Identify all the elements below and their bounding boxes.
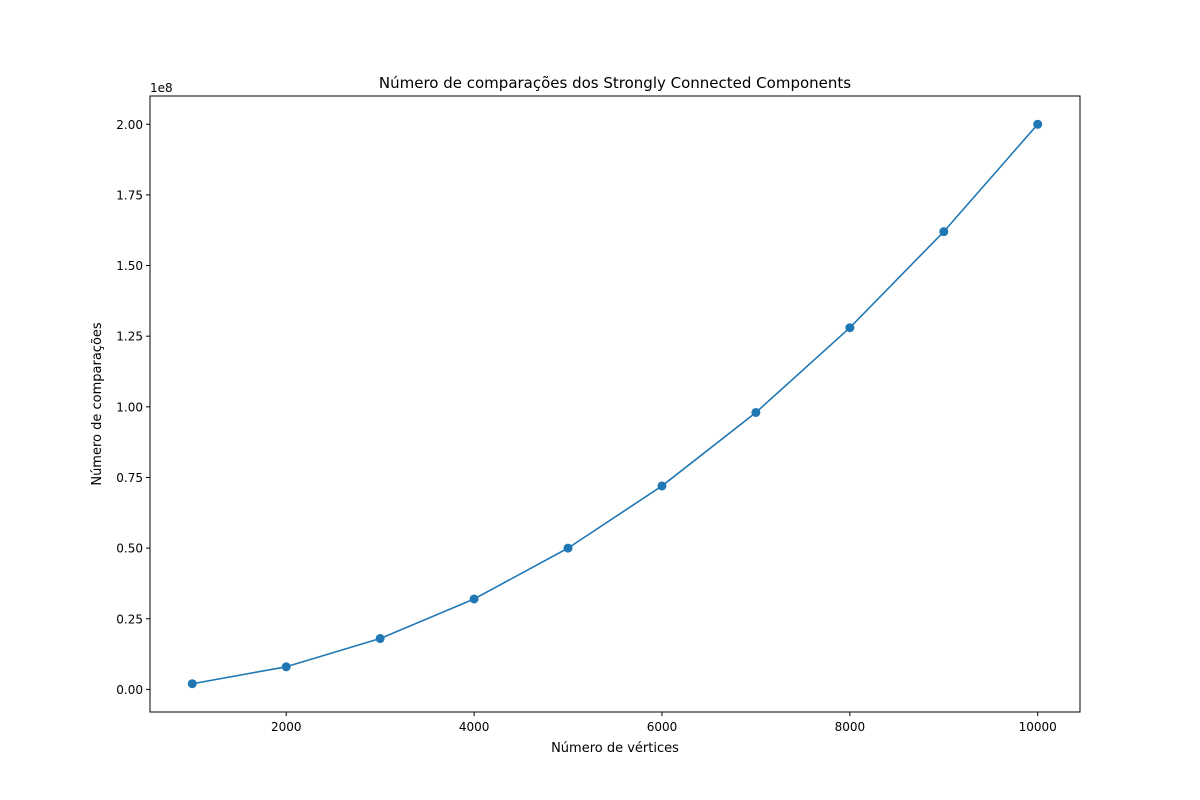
y-tick-label: 1.50: [116, 259, 143, 273]
y-tick-label: 0.75: [116, 471, 143, 485]
chart-title: Número de comparações dos Strongly Conne…: [379, 74, 851, 92]
y-tick-label: 0.00: [116, 683, 143, 697]
y-tick-label: 0.50: [116, 542, 143, 556]
axes: 2000 4000 6000 8000 10000 0.00 0.25 0.50 0.75 1.0…: [116, 95, 1081, 734]
data-point: [845, 323, 855, 333]
data-point: [751, 407, 761, 417]
y-tick-label: 0.25: [116, 612, 143, 626]
y-tick-label: 2.00: [116, 118, 143, 132]
y-axis-label: Número de comparações: [90, 322, 105, 486]
x-tick-label: 4000: [459, 720, 490, 734]
y-tick-label: 1.00: [116, 400, 143, 414]
x-axis-label: Número de vértices: [551, 741, 679, 756]
data-layer: [187, 119, 1043, 689]
data-point: [469, 594, 479, 604]
x-tick-label: 8000: [835, 720, 866, 734]
data-point: [187, 679, 197, 689]
data-point: [281, 662, 291, 672]
data-point: [657, 481, 667, 491]
y-axis-offset-label: 1e8: [150, 81, 173, 95]
data-point: [375, 634, 385, 644]
y-tick-label: 1.25: [116, 330, 143, 344]
x-tick-label: 6000: [647, 720, 678, 734]
x-tick-label: 2000: [271, 720, 302, 734]
y-tick-label: 1.75: [116, 188, 143, 202]
series-line: [192, 123, 1039, 685]
data-point: [939, 227, 949, 237]
data-point: [563, 543, 573, 553]
plot-frame: [149, 95, 1081, 713]
x-tick-label: 10000: [1019, 720, 1057, 734]
data-point: [1033, 119, 1043, 129]
